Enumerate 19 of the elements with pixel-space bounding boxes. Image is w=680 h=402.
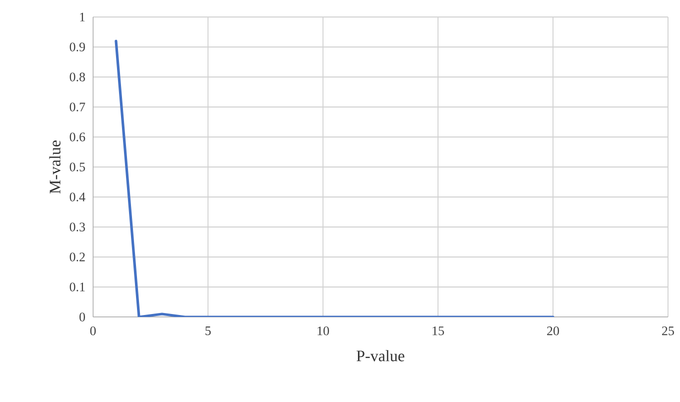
y-tick-label: 0.9: [70, 42, 85, 52]
x-tick-label: 15: [432, 326, 444, 336]
y-tick-label: 0.3: [70, 222, 85, 232]
y-tick-label: 0.5: [70, 162, 85, 172]
x-tick-label: 25: [662, 326, 674, 336]
y-axis-title: M-value: [49, 140, 60, 194]
x-tick-label: 10: [318, 326, 329, 336]
y-tick-label: 0.1: [70, 282, 85, 292]
y-tick-label: 0.4: [70, 192, 86, 202]
y-tick-label: 0.2: [70, 252, 85, 262]
x-tick-label: 20: [547, 326, 559, 336]
x-tick-label: 0: [90, 326, 96, 336]
y-tick-label: 0.6: [70, 132, 86, 142]
y-tick-label: 0.8: [70, 72, 85, 82]
x-tick-label: 5: [206, 326, 211, 336]
y-tick-label: 0.7: [70, 102, 86, 112]
x-axis-title: P-value: [356, 350, 404, 362]
y-tick-label: 1: [80, 12, 85, 22]
y-tick-label: 0: [80, 312, 85, 322]
